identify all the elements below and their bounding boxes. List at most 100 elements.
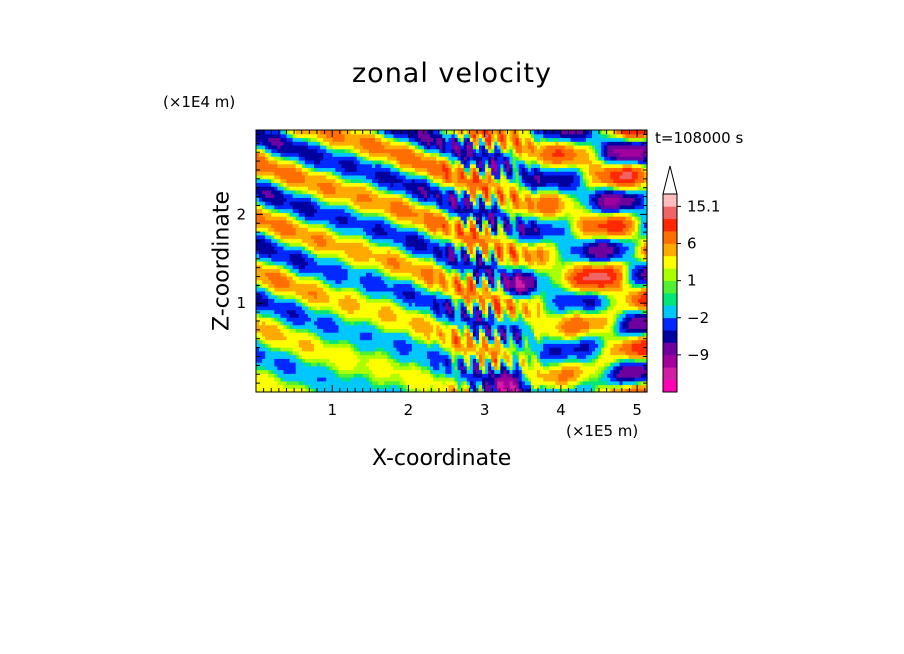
heatmap-cell — [405, 212, 410, 217]
heatmap-cell — [353, 365, 358, 371]
heatmap-cell — [326, 216, 330, 221]
heatmap-cell — [344, 148, 349, 154]
heatmap-cell — [448, 182, 453, 187]
heatmap-cell — [326, 246, 330, 251]
heatmap-cell — [359, 335, 364, 341]
heatmap-cell — [347, 219, 352, 225]
heatmap-cell — [399, 365, 404, 371]
heatmap-cell — [310, 313, 315, 318]
heatmap-cell — [384, 350, 388, 356]
heatmap-cell — [277, 287, 282, 292]
heatmap-cell — [457, 332, 462, 337]
heatmap-cell — [265, 253, 269, 258]
heatmap-cell — [304, 212, 309, 217]
heatmap-cell — [402, 238, 407, 243]
heatmap-cell — [439, 257, 443, 262]
heatmap-cell — [304, 163, 309, 169]
heatmap-cell — [454, 335, 459, 341]
heatmap-cell — [414, 264, 419, 270]
heatmap-cell — [396, 141, 401, 146]
heatmap-cell — [317, 133, 321, 139]
heatmap-cell — [347, 133, 352, 139]
heatmap-cell — [268, 212, 272, 217]
heatmap-cell — [359, 305, 364, 311]
heatmap-cell — [390, 253, 395, 258]
heatmap-cell — [375, 148, 379, 154]
heatmap-cell — [430, 294, 434, 300]
heatmap-cell — [310, 279, 315, 285]
heatmap-cell — [457, 369, 462, 374]
heatmap-cell — [295, 242, 300, 247]
heatmap-cell — [365, 201, 370, 206]
heatmap-cell — [457, 137, 462, 142]
heatmap-cell — [347, 380, 352, 386]
heatmap-cell — [439, 144, 443, 150]
heatmap-cell — [317, 298, 321, 303]
heatmap-cell — [320, 358, 324, 363]
heatmap-cell — [262, 257, 266, 262]
heatmap-cell — [448, 159, 453, 165]
heatmap-cell — [347, 272, 352, 277]
heatmap-cell — [472, 380, 477, 386]
heatmap-cell — [295, 350, 300, 356]
heatmap-cell — [271, 208, 275, 213]
heatmap-cell — [457, 384, 462, 389]
heatmap-cell — [417, 290, 422, 296]
heatmap-cell — [256, 302, 260, 307]
heatmap-cell — [402, 380, 407, 386]
heatmap-cell — [317, 261, 321, 266]
heatmap-cell — [268, 350, 272, 356]
heatmap-cell — [329, 384, 333, 389]
heatmap-cell — [445, 219, 450, 225]
heatmap-cell — [286, 287, 291, 292]
heatmap-cell — [353, 343, 358, 348]
heatmap-cell — [384, 201, 388, 206]
heatmap-cell — [335, 309, 340, 314]
heatmap-cell — [433, 328, 437, 333]
heatmap-cell — [262, 197, 266, 202]
heatmap-cell — [387, 201, 391, 206]
heatmap-cell — [286, 182, 291, 187]
heatmap-cell — [365, 343, 370, 348]
heatmap-cell — [256, 201, 260, 206]
heatmap-cell — [390, 216, 395, 221]
heatmap-cell — [417, 167, 422, 172]
heatmap-cell — [469, 193, 474, 198]
heatmap-cell — [430, 317, 434, 322]
heatmap-cell — [292, 362, 297, 367]
heatmap-cell — [365, 309, 370, 314]
heatmap-cell — [320, 208, 324, 213]
heatmap-cell — [408, 275, 413, 281]
heatmap-cell — [268, 253, 272, 258]
heatmap-cell — [277, 174, 282, 180]
heatmap-cell — [347, 365, 352, 371]
heatmap-cell — [387, 159, 391, 165]
heatmap-cell — [323, 302, 327, 307]
heatmap-cell — [460, 272, 465, 277]
heatmap-cell — [460, 144, 465, 150]
heatmap-cell — [274, 313, 278, 318]
heatmap-cell — [304, 373, 309, 378]
heatmap-cell — [469, 388, 474, 393]
heatmap-cell — [344, 275, 349, 281]
heatmap-cell — [442, 246, 446, 251]
heatmap-cell — [350, 272, 355, 277]
heatmap-cell — [402, 305, 407, 311]
heatmap-cell — [259, 373, 263, 378]
heatmap-cell — [439, 234, 443, 240]
heatmap-cell — [298, 231, 303, 236]
heatmap-cell — [372, 272, 376, 277]
heatmap-cell — [469, 290, 474, 296]
heatmap-cell — [274, 373, 278, 378]
heatmap-cell — [387, 208, 391, 213]
heatmap-cell — [451, 275, 456, 281]
heatmap-cell — [369, 152, 373, 157]
heatmap-cell — [372, 279, 376, 285]
heatmap-cell — [326, 148, 330, 154]
heatmap-cell — [268, 216, 272, 221]
heatmap-cell — [420, 347, 425, 352]
heatmap-cell — [286, 186, 291, 191]
heatmap-cell — [408, 223, 413, 228]
heatmap-cell — [372, 159, 376, 165]
heatmap-cell — [402, 362, 407, 367]
